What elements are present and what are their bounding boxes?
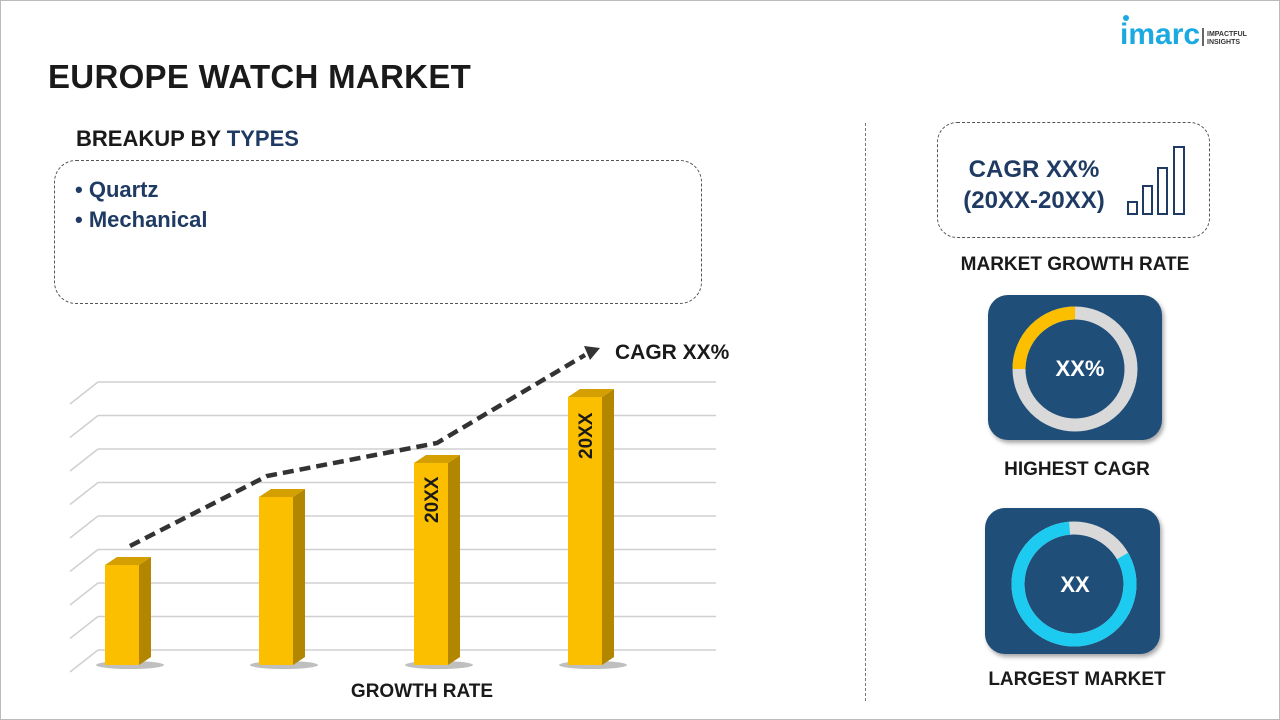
largest-market-donut bbox=[1011, 521, 1137, 647]
trend-line bbox=[128, 353, 587, 549]
highest-cagr-value: XX% bbox=[1055, 356, 1105, 381]
bar: 20XX bbox=[405, 455, 473, 669]
breakup-heading: BREAKUP BY TYPES bbox=[76, 126, 299, 151]
bar: 20XX bbox=[559, 389, 627, 669]
donut-fill bbox=[1011, 521, 1137, 647]
trend-arrow-icon bbox=[584, 346, 600, 360]
gridline-stub bbox=[69, 381, 99, 405]
bar-label: 20XX bbox=[576, 412, 597, 459]
gridline-stub bbox=[69, 448, 99, 472]
x-axis-label: GROWTH RATE bbox=[350, 681, 494, 702]
cagr-text: CAGR XX% (20XX-20XX) bbox=[963, 156, 1105, 214]
types-box: Quartz Mechanical bbox=[54, 160, 702, 304]
highest-cagr-donut bbox=[1012, 306, 1138, 432]
svg-text:imarc: imarc bbox=[1120, 18, 1200, 50]
gridline-stub bbox=[69, 582, 99, 606]
growth-chart: 20XX 20XX bbox=[69, 346, 716, 673]
svg-text:IMPACTFUL: IMPACTFUL bbox=[1207, 31, 1248, 38]
page-title: EUROPE WATCH MARKET bbox=[48, 58, 472, 95]
svg-text:INSIGHTS: INSIGHTS bbox=[1207, 39, 1240, 46]
gridline-stub bbox=[69, 649, 99, 673]
type-item: Mechanical bbox=[75, 205, 701, 235]
bar-label: 20XX bbox=[422, 476, 443, 523]
trend-label: CAGR XX% bbox=[615, 341, 730, 364]
market-growth-label: MARKET GROWTH RATE bbox=[960, 254, 1190, 275]
gridline-stub bbox=[69, 548, 99, 573]
bar bbox=[250, 489, 318, 669]
cagr-box bbox=[937, 122, 1210, 238]
largest-market-label: LARGEST MARKET bbox=[988, 669, 1166, 690]
largest-market-value: XX bbox=[1060, 572, 1090, 597]
gridline-stub bbox=[69, 414, 99, 439]
donut-fill bbox=[1012, 306, 1138, 432]
gridline-stub bbox=[69, 615, 99, 640]
bar bbox=[96, 557, 164, 669]
imarc-logo: imarc IMPACTFUL INSIGHTS bbox=[1120, 14, 1260, 55]
bar-growth-icon bbox=[1127, 146, 1185, 215]
type-item: Quartz bbox=[75, 175, 701, 205]
divider bbox=[865, 123, 866, 701]
gridline-stub bbox=[69, 481, 99, 506]
gridline-stub bbox=[69, 515, 99, 539]
highest-cagr-label: HIGHEST CAGR bbox=[1004, 459, 1150, 480]
